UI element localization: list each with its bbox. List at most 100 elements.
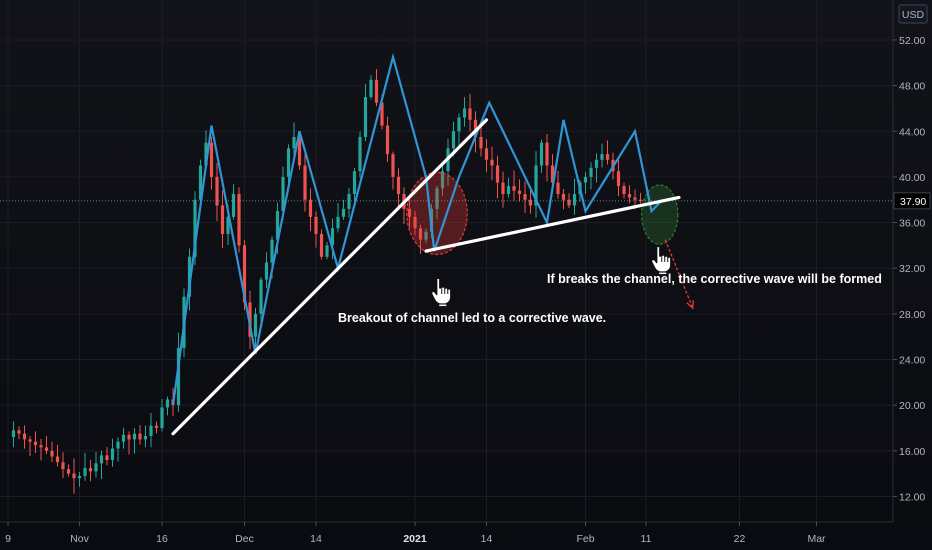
candle-body bbox=[341, 208, 346, 217]
candle-body bbox=[132, 433, 137, 440]
candle-body bbox=[627, 194, 632, 198]
candle-body bbox=[479, 136, 483, 149]
candle-body bbox=[561, 194, 566, 200]
candle-body bbox=[83, 467, 87, 476]
candle-body bbox=[121, 434, 126, 442]
candle-body bbox=[17, 430, 21, 434]
price-tick-label: 24.00 bbox=[899, 355, 925, 367]
price-tick-label: 32.00 bbox=[899, 263, 925, 275]
candle-body bbox=[99, 455, 104, 464]
candle-body bbox=[369, 79, 373, 98]
candle-body bbox=[143, 435, 148, 440]
candle-body bbox=[242, 245, 247, 303]
candle-body bbox=[66, 469, 71, 474]
candle-body bbox=[237, 194, 241, 246]
candle-body bbox=[198, 165, 203, 200]
last-price-label: 37.90 bbox=[900, 196, 926, 208]
candle-body bbox=[314, 216, 318, 234]
candle-body bbox=[633, 197, 637, 200]
annotation-forecast: If breaks the channel, the corrective wa… bbox=[547, 272, 882, 286]
time-tick-label: 11 bbox=[641, 533, 652, 545]
wave-zigzag-line[interactable] bbox=[171, 52, 664, 406]
price-tick-label: 48.00 bbox=[899, 81, 925, 93]
candle-body bbox=[638, 199, 643, 201]
candle-body bbox=[187, 256, 192, 297]
candle-body bbox=[176, 348, 181, 406]
candle-body bbox=[264, 262, 269, 280]
candle-body bbox=[435, 188, 439, 209]
candle-body bbox=[358, 136, 362, 172]
annotation-breakout: Breakout of channel led to a corrective … bbox=[338, 311, 606, 325]
candle-body bbox=[462, 108, 467, 118]
candle-body bbox=[209, 142, 214, 177]
last-price-tag bbox=[893, 192, 931, 210]
candle-body bbox=[616, 171, 621, 187]
currency-badge-box[interactable] bbox=[898, 4, 928, 24]
candle-body bbox=[407, 208, 412, 217]
candle-body bbox=[605, 154, 610, 160]
candle-body bbox=[583, 176, 588, 183]
candle-body bbox=[149, 425, 153, 436]
candle-body bbox=[534, 165, 538, 206]
candle-body bbox=[253, 313, 258, 337]
forecast-arrow-head bbox=[686, 300, 694, 310]
currency-badge[interactable]: USD bbox=[898, 4, 928, 24]
time-tick-label: 16 bbox=[156, 533, 168, 545]
candle-body bbox=[380, 102, 384, 126]
candle-body bbox=[556, 182, 560, 195]
time-tick-label: 9 bbox=[5, 533, 11, 545]
candle-body bbox=[231, 194, 236, 217]
candle-body bbox=[495, 165, 500, 183]
candle-body bbox=[550, 165, 555, 183]
hand-pointer-icon bbox=[650, 245, 672, 276]
candle-body bbox=[105, 455, 109, 460]
candle-body bbox=[55, 456, 60, 463]
time-tick-label: Mar bbox=[807, 533, 826, 545]
candle-body bbox=[484, 148, 489, 160]
candle-body bbox=[275, 211, 280, 240]
price-tick-label: 44.00 bbox=[899, 126, 925, 138]
candle-body bbox=[545, 142, 549, 166]
candle-body bbox=[418, 228, 423, 240]
candle-body bbox=[88, 467, 93, 472]
candle-body bbox=[270, 239, 274, 263]
price-tick-label: 12.00 bbox=[899, 491, 925, 503]
candle-body bbox=[319, 233, 324, 257]
candle-body bbox=[165, 399, 170, 408]
candle-body bbox=[303, 165, 307, 200]
candle-body bbox=[22, 433, 27, 440]
rising-trendline[interactable] bbox=[171, 118, 489, 436]
candle-body bbox=[259, 279, 263, 314]
forecast-arrow-line bbox=[664, 239, 694, 309]
candle-body bbox=[204, 142, 208, 166]
candle-body bbox=[528, 199, 533, 206]
candle-body bbox=[440, 171, 445, 189]
candle-body bbox=[424, 231, 428, 240]
candle-body bbox=[220, 205, 225, 234]
time-tick-label: 22 bbox=[734, 533, 746, 545]
time-tick-label: Nov bbox=[70, 533, 89, 545]
candle-body bbox=[363, 97, 368, 137]
candle-body bbox=[297, 136, 302, 166]
currency-badge-label: USD bbox=[902, 9, 925, 21]
candle-body bbox=[286, 148, 291, 177]
candle-body bbox=[28, 439, 32, 442]
candle-body bbox=[281, 176, 285, 212]
candle-body bbox=[61, 462, 65, 470]
candle-body bbox=[39, 445, 43, 448]
candle-body bbox=[594, 159, 599, 168]
price-tick-label: 20.00 bbox=[899, 400, 925, 412]
candle-body bbox=[539, 142, 544, 166]
candle-body bbox=[385, 125, 390, 155]
candle-body bbox=[352, 171, 357, 195]
breakout-highlight-ellipse bbox=[406, 171, 468, 256]
channel-support-trendline[interactable] bbox=[424, 195, 681, 253]
time-tick-label: Dec bbox=[235, 533, 254, 545]
candle-body bbox=[138, 433, 142, 440]
candle-body bbox=[160, 407, 164, 428]
candle-body bbox=[72, 473, 76, 479]
candle-body bbox=[468, 108, 472, 120]
candle-body bbox=[506, 186, 511, 195]
